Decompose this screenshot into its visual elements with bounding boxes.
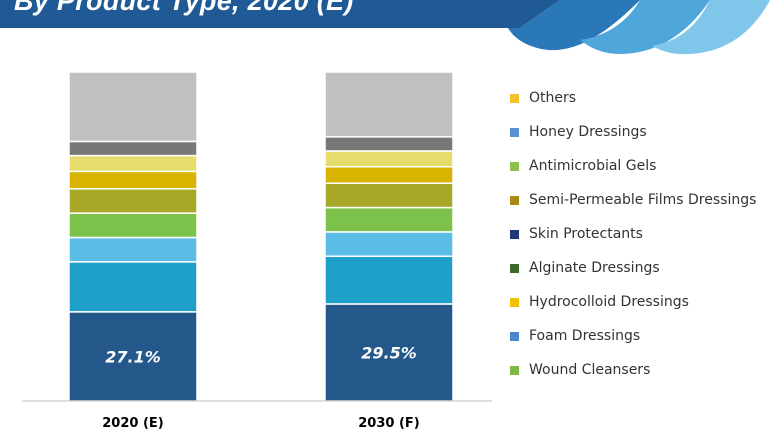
header-wave-pale [652,0,770,55]
legend-label: Wound Cleansers [529,362,651,378]
legend-label: Semi-Permeable Films Dressings [529,192,757,208]
page-title: By Product Type, 2020 (E) [14,0,354,16]
legend-label: Alginate Dressings [529,260,660,276]
header-graphic [0,0,770,55]
x-tick-label-1: 2030 (F) [358,416,419,431]
legend-label: Foam Dressings [529,328,641,344]
bar-segment-1-4 [324,182,454,209]
legend-item: Skin Protectants [510,225,643,243]
bar-segment-0-3 [68,212,198,239]
legend-swatch [510,127,519,137]
legend-item: Wound Cleansers [510,361,650,379]
header-wave-dark [508,0,640,51]
x-tick-labels: 2020 (E) 2030 (F) [102,416,419,431]
legend-swatch [510,297,519,307]
data-label-0: 27.1% [105,347,161,366]
legend-item: Semi-Permeable Films Dressings [510,191,756,209]
legend-item: Hydrocolloid Dressings [510,293,689,311]
legend-label: Honey Dressings [529,124,647,140]
bar-segment-1-7 [324,136,454,152]
bar-segment-0-4 [68,188,198,214]
legend-item: Alginate Dressings [510,259,660,277]
bar-segment-0-7 [68,140,198,157]
x-tick-label-0: 2020 (E) [102,416,163,431]
bar-segment-0-8 [68,71,198,143]
bar-segment-1-5 [324,166,454,184]
bar-segment-1-6 [324,150,454,168]
header-wave-light [580,0,710,54]
bar-segment-1-8 [324,71,454,138]
legend-label: Antimicrobial Gels [529,158,657,174]
header-bar [0,0,560,28]
legend-item: Honey Dressings [510,123,647,141]
legend-swatch [510,263,519,273]
bar-segment-1-2 [324,231,454,257]
legend-item: Foam Dressings [510,327,640,345]
bar-segment-0-2 [68,236,198,263]
bar-segment-0-6 [68,154,198,173]
legend-swatch [510,365,519,375]
bar-segment-1-0 [324,303,454,402]
header-band: By Product Type, 2020 (E) [0,0,780,62]
legend-swatch [510,195,519,205]
bar-segment-0-5 [68,170,198,190]
bar-segment-1-3 [324,206,454,233]
legend-item: Others [510,89,576,107]
legend-swatch [510,229,519,239]
data-label-1: 29.5% [361,343,417,362]
bar-group: 27.1% 29.5% [68,71,454,402]
legend-label: Hydrocolloid Dressings [529,294,689,310]
legend-swatch [510,93,519,103]
bar-segment-1-1 [324,255,454,305]
legend-label: Skin Protectants [529,226,643,242]
legend-swatch [510,331,519,341]
legend-item: Antimicrobial Gels [510,157,656,175]
legend-swatch [510,161,519,171]
bar-segment-0-1 [68,261,198,313]
legend-label: Others [529,90,577,106]
